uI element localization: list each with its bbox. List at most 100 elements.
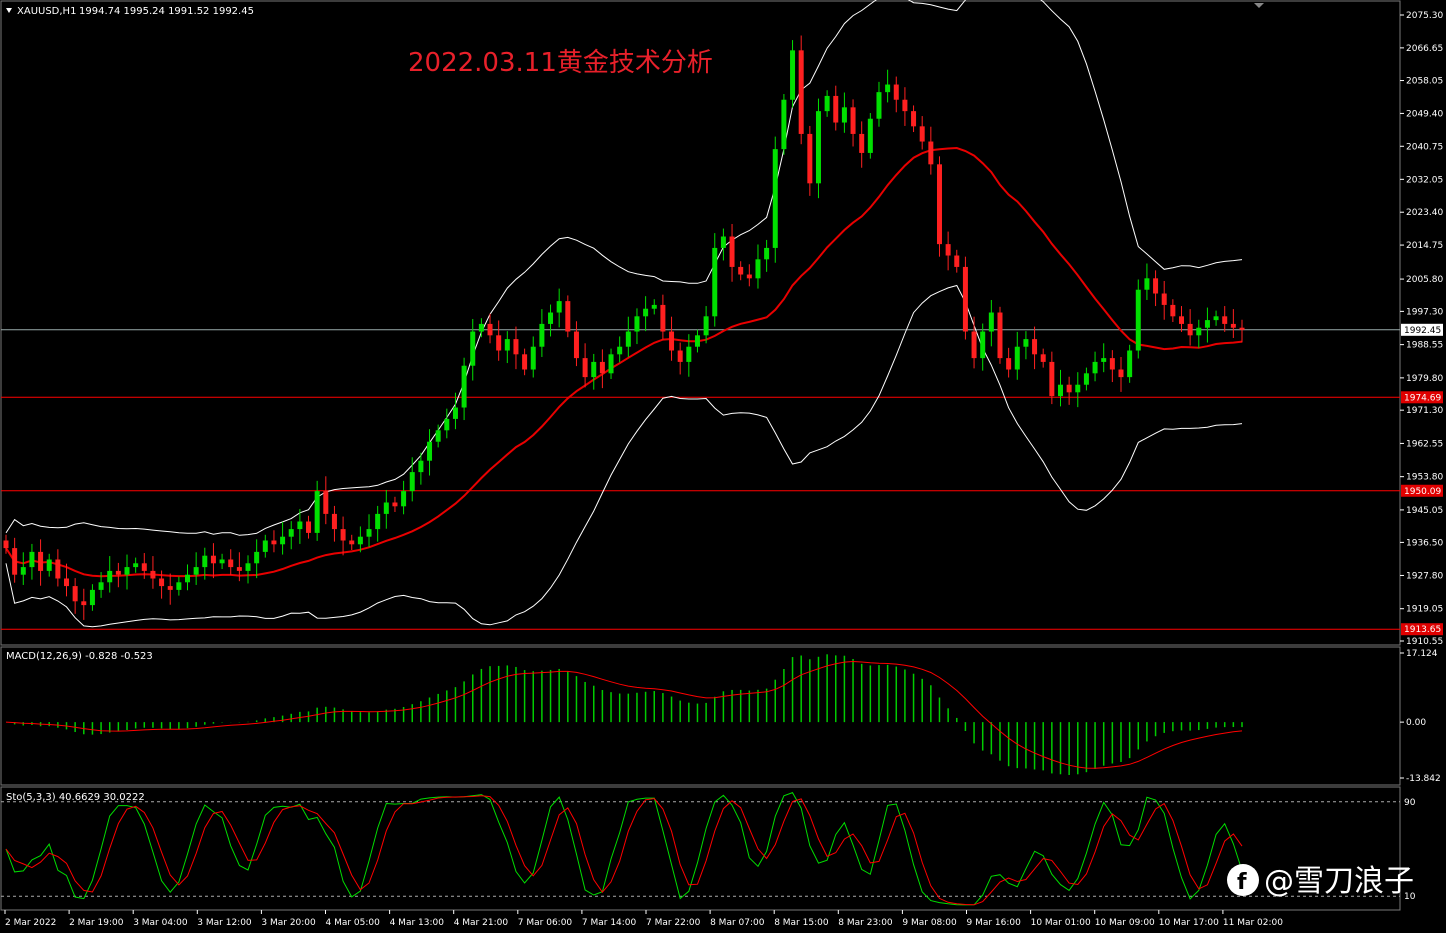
- candle-body: [55, 559, 61, 579]
- candle-body: [608, 354, 614, 374]
- candle-body: [383, 502, 389, 514]
- candle-body: [599, 361, 605, 374]
- candle-body: [262, 540, 268, 552]
- candle-body: [686, 346, 692, 362]
- candle-body: [478, 323, 484, 332]
- candle-body: [1118, 369, 1124, 378]
- candle-body: [504, 339, 510, 351]
- ohlc-readout: 1994.74 1995.24 1991.52 1992.45: [79, 6, 254, 17]
- level-price-label: 1974.69: [1404, 393, 1441, 403]
- current-price-tag: [1401, 323, 1443, 336]
- candle-body: [720, 236, 726, 248]
- candle-body: [565, 301, 571, 332]
- candle-body: [98, 582, 104, 590]
- candle-body: [81, 601, 87, 606]
- level-price-tag: [1401, 391, 1443, 404]
- time-tick-label: 7 Mar 14:00: [582, 918, 637, 928]
- candle-body: [133, 563, 139, 568]
- candle-body: [29, 551, 35, 568]
- candle-body: [409, 472, 415, 492]
- candle-body: [824, 95, 830, 112]
- candle-body: [1144, 278, 1150, 290]
- current-price-label: 1992.45: [1404, 326, 1441, 336]
- stoch-pane-frame: [0, 786, 1401, 911]
- candle-body: [176, 582, 182, 590]
- candle-body: [755, 259, 761, 279]
- candlesticks: [3, 35, 1245, 620]
- candle-body: [306, 521, 312, 533]
- candle-body: [729, 236, 735, 267]
- watermark: f @雪刀浪子: [1227, 864, 1414, 899]
- time-tick-label: 9 Mar 16:00: [967, 918, 1022, 928]
- stoch-title: Sto(5,3,3) 40.6629 30.0222: [6, 792, 145, 803]
- candle-body: [625, 331, 631, 347]
- candle-body: [980, 331, 986, 359]
- candle-body: [539, 323, 545, 347]
- stoch-tick-label: 90: [1404, 798, 1416, 808]
- candle-body: [911, 111, 917, 127]
- candle-body: [1057, 384, 1063, 397]
- candle-body: [1075, 384, 1081, 393]
- candle-body: [1239, 327, 1245, 330]
- dropdown-triangle-icon[interactable]: [6, 8, 12, 13]
- time-tick-label: 7 Mar 22:00: [646, 918, 701, 928]
- candle-body: [452, 407, 458, 419]
- analysis-title: 2022.03.11黄金技术分析: [408, 48, 713, 78]
- candle-body: [46, 559, 52, 571]
- candle-body: [107, 570, 113, 583]
- price-tick-label: 2014.75: [1406, 241, 1443, 251]
- candle-body: [1222, 316, 1228, 324]
- candle-body: [1101, 358, 1107, 362]
- candle-body: [349, 540, 355, 545]
- level-price-tag: [1401, 623, 1443, 636]
- candle-body: [790, 50, 796, 100]
- candle-body: [366, 529, 372, 537]
- price-tick-label: 2032.05: [1406, 175, 1443, 185]
- candle-body: [1109, 358, 1115, 370]
- candle-body: [1187, 323, 1193, 336]
- candle-body: [513, 339, 519, 355]
- candle-body: [401, 491, 407, 507]
- candle-body: [919, 126, 925, 142]
- candle-body: [461, 365, 467, 408]
- time-tick-label: 8 Mar 07:00: [710, 918, 765, 928]
- candle-body: [522, 354, 528, 370]
- time-tick-label: 2 Mar 19:00: [69, 918, 124, 928]
- candle-body: [798, 50, 804, 134]
- candle-body: [703, 316, 709, 336]
- candle-body: [850, 107, 856, 134]
- price-tick-label: 2066.65: [1406, 44, 1443, 54]
- candle-body: [660, 304, 666, 332]
- price-tick-label: 2040.75: [1406, 142, 1443, 152]
- price-tick-label: 1988.55: [1406, 341, 1443, 351]
- candle-body: [64, 578, 70, 587]
- macd-pane-frame: [0, 646, 1401, 786]
- candle-body: [1040, 354, 1046, 362]
- candle-body: [781, 99, 787, 150]
- price-tick-label: 1936.50: [1406, 538, 1443, 548]
- time-tick-label: 3 Mar 20:00: [261, 918, 316, 928]
- macd-tick-label: 0.00: [1406, 718, 1426, 728]
- candle-body: [331, 513, 337, 530]
- candle-body: [954, 255, 960, 267]
- candle-body: [167, 586, 173, 590]
- level-price-label: 1913.65: [1404, 625, 1441, 635]
- price-tick-label: 1953.80: [1406, 473, 1443, 483]
- time-tick-label: 8 Mar 23:00: [838, 918, 893, 928]
- candle-body: [435, 430, 441, 442]
- upper-band-line: [5, 0, 1243, 536]
- candle-body: [902, 99, 908, 112]
- candle-body: [280, 536, 286, 545]
- candle-body: [1092, 361, 1098, 374]
- candle-body: [159, 578, 165, 587]
- candle-body: [548, 312, 554, 324]
- time-tick-label: 4 Mar 05:00: [326, 918, 381, 928]
- macd-indicator: 17.124 0.00 -13.842: [5, 649, 1441, 784]
- candle-body: [219, 559, 225, 564]
- price-tick-label: 1910.55: [1406, 637, 1443, 647]
- candle-body: [738, 266, 744, 275]
- candle-body: [928, 141, 934, 165]
- candle-body: [764, 247, 770, 260]
- macd-tick-label: -13.842: [1406, 774, 1441, 784]
